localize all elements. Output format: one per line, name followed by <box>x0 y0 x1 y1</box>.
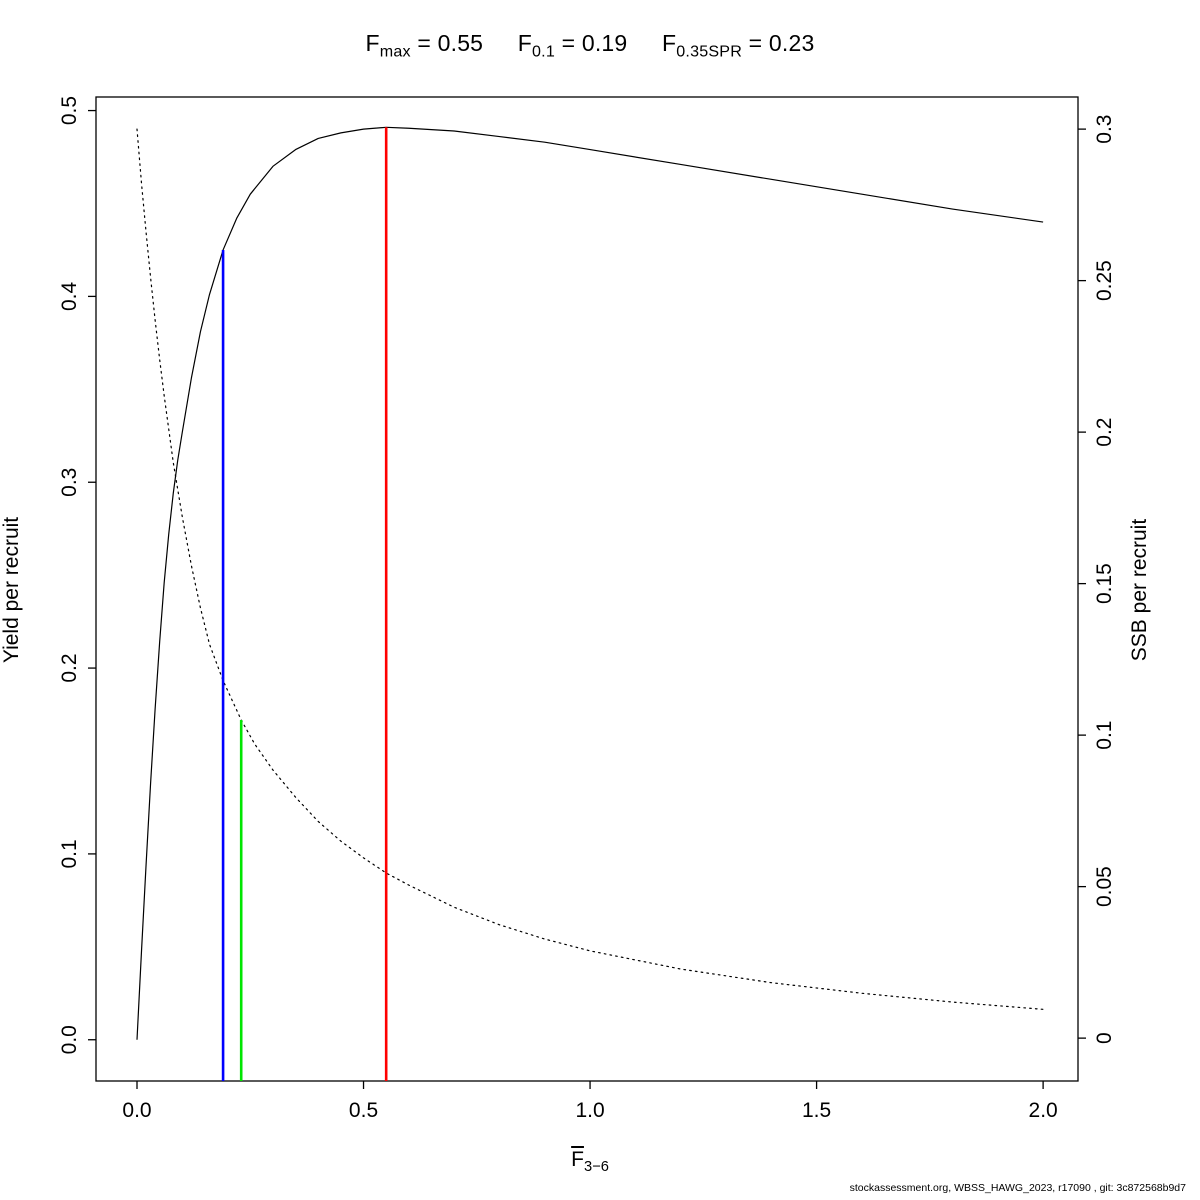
y-right-axis-title: SSB per recruit <box>1128 518 1151 662</box>
footer-attribution: stockassessment.org, WBSS_HAWG_2023, r17… <box>849 1182 1186 1194</box>
plot-box <box>95 96 1079 1082</box>
y-right-tick-label: 0.25 <box>1093 260 1116 301</box>
y-left-tick-label: 0.1 <box>58 839 81 868</box>
y-left-tick-label: 0.0 <box>58 1025 81 1054</box>
x-axis-title: F3−6 <box>571 1148 609 1176</box>
title-f01: F0.1 = 0.19 <box>517 30 628 61</box>
x-tick-label: 1.0 <box>575 1099 604 1122</box>
y-right-tick-label: 0.1 <box>1093 721 1116 750</box>
y-left-tick-label: 0.4 <box>58 281 81 311</box>
title-f035spr: F0.35SPR = 0.23 <box>662 30 815 61</box>
y-left-tick-label: 0.3 <box>58 468 81 497</box>
x-tick-label: 0.5 <box>349 1099 378 1122</box>
ssb-per-recruit-curve <box>136 128 1044 1010</box>
y-right-tick-label: 0.15 <box>1093 563 1116 604</box>
y-right-tick-label: 0.2 <box>1093 418 1116 447</box>
x-tick-label: 2.0 <box>1029 1099 1058 1122</box>
plot-title: Fmax = 0.55 F0.1 = 0.19 F0.35SPR = 0.23 <box>0 30 1180 62</box>
y-left-axis-title: Yield per recruit <box>0 516 23 664</box>
y-left-tick-label: 0.2 <box>58 653 81 682</box>
y-right-tick-label: 0.3 <box>1093 115 1116 144</box>
x-tick-label: 0.0 <box>122 1099 151 1122</box>
y-right-tick-label: 0 <box>1093 1032 1116 1044</box>
y-left-tick-label: 0.5 <box>58 96 81 125</box>
title-fmax: Fmax = 0.55 <box>365 30 484 61</box>
y-right-tick-label: 0.05 <box>1093 866 1116 907</box>
x-tick-label: 1.5 <box>802 1099 831 1122</box>
yield-per-recruit-curve <box>136 126 1044 1040</box>
